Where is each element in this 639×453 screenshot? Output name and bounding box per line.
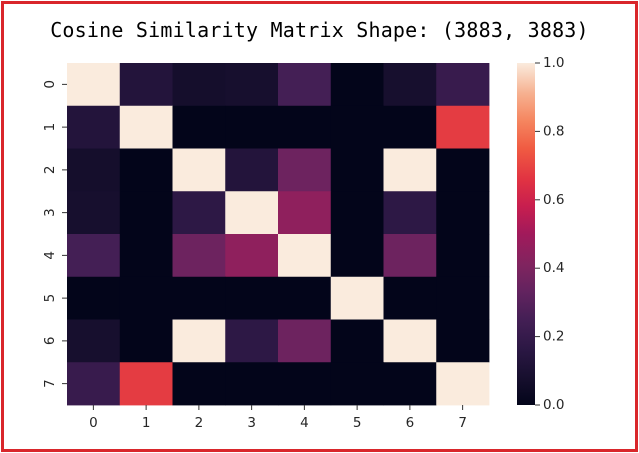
heatmap-cell-1-1 [119, 105, 173, 149]
heatmap-cell-1-3 [225, 105, 279, 149]
heatmap-cell-3-3 [225, 191, 279, 235]
heatmap-cell-6-4 [278, 319, 332, 363]
heatmap-cell-7-4 [278, 362, 332, 406]
heatmap-cell-1-2 [172, 105, 226, 149]
x-tick-label: 5 [353, 415, 362, 431]
colorbar-tick-label: 0.8 [543, 123, 564, 139]
heatmap-cells [67, 63, 490, 406]
heatmap-cell-1-4 [278, 105, 332, 149]
heatmap-cell-7-1 [119, 362, 173, 406]
heatmap-cell-6-3 [225, 319, 279, 363]
colorbar-tick-label: 0.2 [543, 329, 564, 345]
y-tick-label: 6 [42, 337, 58, 346]
heatmap-cell-7-6 [383, 362, 437, 406]
heatmap-cell-4-1 [119, 234, 173, 278]
heatmap-cell-0-1 [119, 63, 173, 107]
heatmap-cell-0-7 [436, 63, 490, 107]
colorbar-axis: 0.0 0.2 0.4 0.6 0.8 1.0 [535, 55, 564, 413]
x-tick-label: 1 [142, 415, 151, 431]
colorbar-tick-label: 0.4 [543, 260, 564, 276]
heatmap-cell-7-0 [67, 362, 121, 406]
heatmap-cell-2-5 [330, 148, 384, 192]
heatmap-cell-4-7 [436, 234, 490, 278]
x-tick-label: 4 [300, 415, 309, 431]
colorbar [517, 63, 535, 405]
heatmap-cell-3-6 [383, 191, 437, 235]
heatmap-cell-4-0 [67, 234, 121, 278]
y-axis: 0 1 2 3 4 5 6 7 [42, 80, 67, 388]
heatmap-cell-0-0 [67, 63, 121, 107]
heatmap-cell-2-1 [119, 148, 173, 192]
heatmap-cell-7-3 [225, 362, 279, 406]
heatmap-cell-3-1 [119, 191, 173, 235]
heatmap-cell-1-0 [67, 105, 121, 149]
heatmap-cell-0-5 [330, 63, 384, 107]
heatmap-cell-5-0 [67, 276, 121, 320]
heatmap-cell-2-6 [383, 148, 437, 192]
heatmap-cell-6-2 [172, 319, 226, 363]
heatmap-cell-0-4 [278, 63, 332, 107]
heatmap-cell-7-5 [330, 362, 384, 406]
heatmap-cell-5-3 [225, 276, 279, 320]
y-tick-label: 3 [42, 208, 58, 217]
y-tick-label: 7 [42, 379, 58, 388]
heatmap-cell-1-7 [436, 105, 490, 149]
heatmap-cell-2-4 [278, 148, 332, 192]
x-axis: 0 1 2 3 4 5 6 7 [89, 405, 467, 431]
heatmap-cell-0-6 [383, 63, 437, 107]
heatmap-cell-2-0 [67, 148, 121, 192]
heatmap-cell-3-7 [436, 191, 490, 235]
heatmap-cell-2-7 [436, 148, 490, 192]
heatmap-cell-6-7 [436, 319, 490, 363]
heatmap-cell-6-6 [383, 319, 437, 363]
heatmap-cell-7-2 [172, 362, 226, 406]
heatmap-cell-6-1 [119, 319, 173, 363]
heatmap-cell-5-1 [119, 276, 173, 320]
heatmap-cell-5-2 [172, 276, 226, 320]
x-tick-label: 3 [247, 415, 256, 431]
x-tick-label: 6 [406, 415, 415, 431]
x-tick-label: 7 [458, 415, 467, 431]
heatmap-cell-4-6 [383, 234, 437, 278]
heatmap-cell-6-5 [330, 319, 384, 363]
x-tick-label: 0 [89, 415, 98, 431]
heatmap-cell-5-7 [436, 276, 490, 320]
heatmap-cell-4-2 [172, 234, 226, 278]
heatmap-cell-5-5 [330, 276, 384, 320]
heatmap-cell-3-4 [278, 191, 332, 235]
heatmap-cell-2-3 [225, 148, 279, 192]
colorbar-tick-label: 0.6 [543, 192, 564, 208]
heatmap-cell-3-5 [330, 191, 384, 235]
y-tick-label: 0 [42, 80, 58, 89]
heatmap-cell-3-2 [172, 191, 226, 235]
y-tick-label: 5 [42, 294, 58, 303]
heatmap-cell-5-6 [383, 276, 437, 320]
heatmap-cell-0-2 [172, 63, 226, 107]
heatmap-cell-4-5 [330, 234, 384, 278]
heatmap-cell-4-3 [225, 234, 279, 278]
heatmap-cell-6-0 [67, 319, 121, 363]
colorbar-tick-label: 0.0 [543, 397, 564, 413]
x-tick-label: 2 [195, 415, 204, 431]
heatmap-cell-4-4 [278, 234, 332, 278]
y-tick-label: 4 [42, 251, 58, 260]
heatmap-cell-0-3 [225, 63, 279, 107]
heatmap-cell-7-7 [436, 362, 490, 406]
chart-title: Cosine Similarity Matrix Shape: (3883, 3… [50, 18, 589, 42]
heatmap-cell-1-6 [383, 105, 437, 149]
heatmap-cell-1-5 [330, 105, 384, 149]
heatmap-cell-5-4 [278, 276, 332, 320]
colorbar-tick-label: 1.0 [543, 55, 564, 71]
heatmap-cell-2-2 [172, 148, 226, 192]
y-tick-label: 2 [42, 166, 58, 175]
y-tick-label: 1 [42, 123, 58, 132]
heatmap-cell-3-0 [67, 191, 121, 235]
